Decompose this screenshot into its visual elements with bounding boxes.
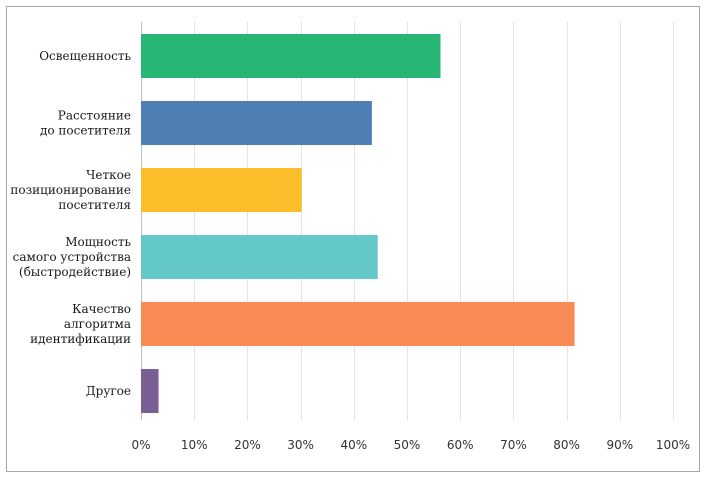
x-tick-label: 40% bbox=[340, 438, 367, 452]
x-tick-label: 90% bbox=[606, 438, 633, 452]
category-label: Мощность самого устройства (быстродействие… bbox=[13, 235, 132, 279]
category-label: Четкое позиционирование посетителя bbox=[10, 168, 131, 212]
bar bbox=[141, 168, 302, 212]
x-tick-label: 60% bbox=[447, 438, 474, 452]
bars bbox=[141, 34, 575, 413]
x-tick-label: 80% bbox=[553, 438, 580, 452]
x-tick-label: 0% bbox=[131, 438, 150, 452]
category-label: Другое bbox=[86, 384, 131, 398]
bar bbox=[141, 101, 372, 145]
gridlines bbox=[141, 22, 674, 420]
x-tick-label: 30% bbox=[287, 438, 314, 452]
category-labels: Освещенность Расстояние до посетителя Четко… bbox=[10, 49, 131, 398]
x-tick-label: 100% bbox=[656, 438, 690, 452]
category-label: Расстояние до посетителя bbox=[40, 109, 131, 138]
bar bbox=[141, 235, 378, 279]
x-tick-label: 50% bbox=[394, 438, 421, 452]
bar bbox=[141, 34, 441, 78]
x-tick-labels: 0% 10% 20% 30% 40% 50% 60% 70% 80% 90% 100% bbox=[131, 438, 690, 452]
category-label: Качество алгоритма идентификации bbox=[30, 302, 131, 346]
bar bbox=[141, 369, 159, 413]
x-tick-label: 70% bbox=[500, 438, 527, 452]
category-label: Освещенность bbox=[39, 49, 131, 63]
bar bbox=[141, 302, 575, 346]
x-tick-label: 10% bbox=[181, 438, 208, 452]
x-tick-label: 20% bbox=[234, 438, 261, 452]
